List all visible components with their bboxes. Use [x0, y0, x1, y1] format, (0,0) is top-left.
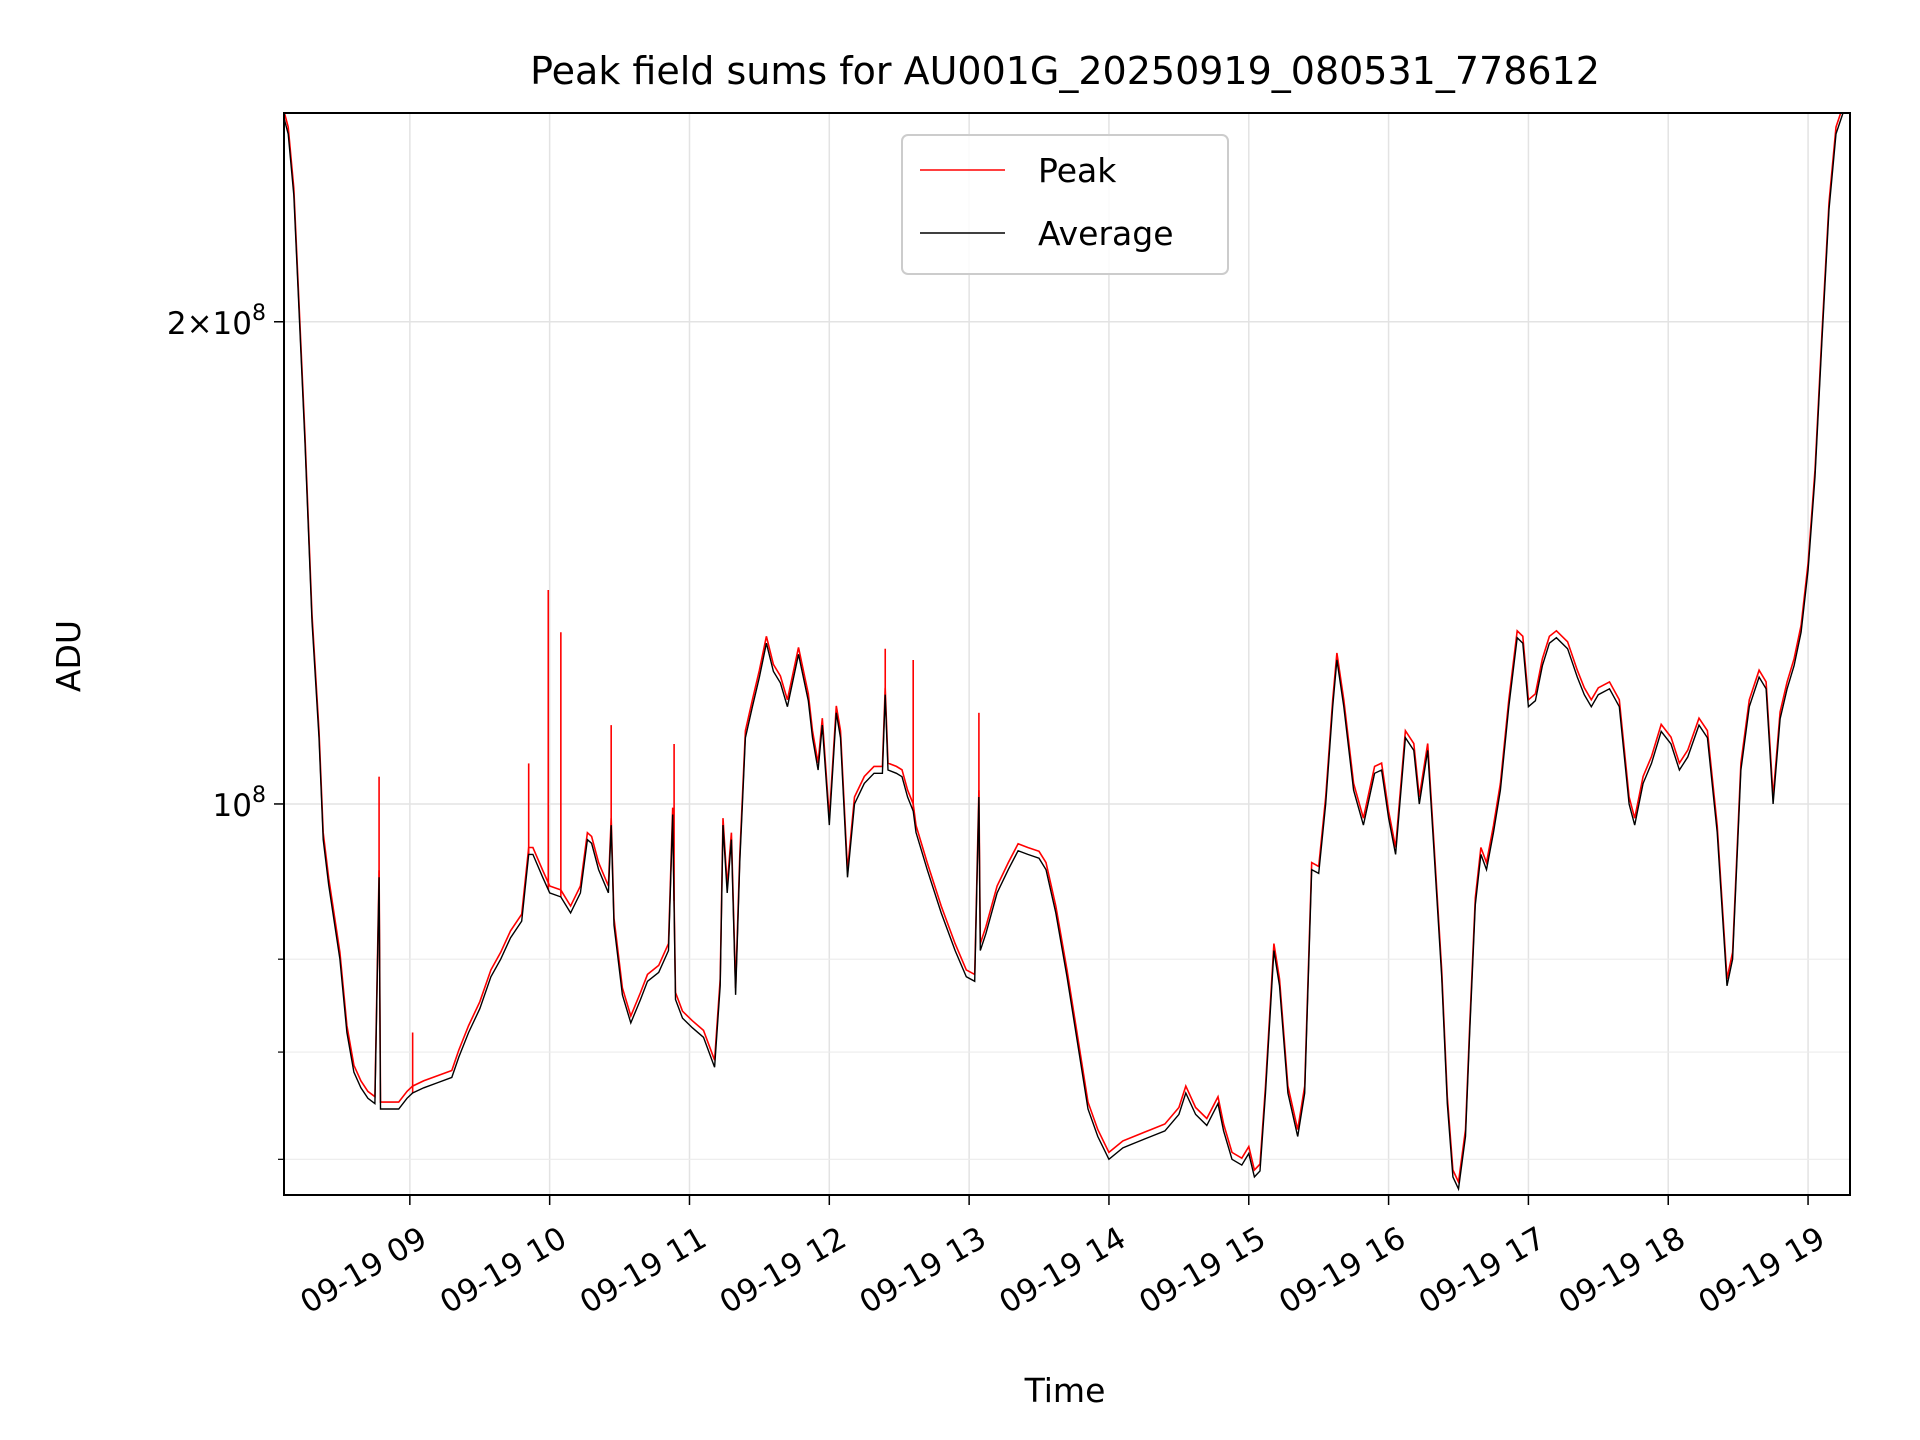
- legend-label-average: Average: [1038, 214, 1174, 253]
- legend: Peak Average: [901, 134, 1229, 275]
- y-axis-label: ADU: [49, 620, 88, 692]
- axes-frame: [283, 112, 1851, 1196]
- legend-label-peak: Peak: [1038, 151, 1117, 190]
- grid: [284, 113, 1850, 1195]
- plot-area: [284, 113, 1845, 1192]
- series-line-peak: [284, 113, 1842, 1185]
- y-tick-label: 108: [213, 783, 266, 824]
- x-axis-label: Time: [1024, 1371, 1106, 1410]
- series-line-average: [284, 113, 1845, 1192]
- chart-title: Peak field sums for AU001G_20250919_0805…: [530, 49, 1600, 93]
- y-tick-label: 2×108: [167, 301, 266, 342]
